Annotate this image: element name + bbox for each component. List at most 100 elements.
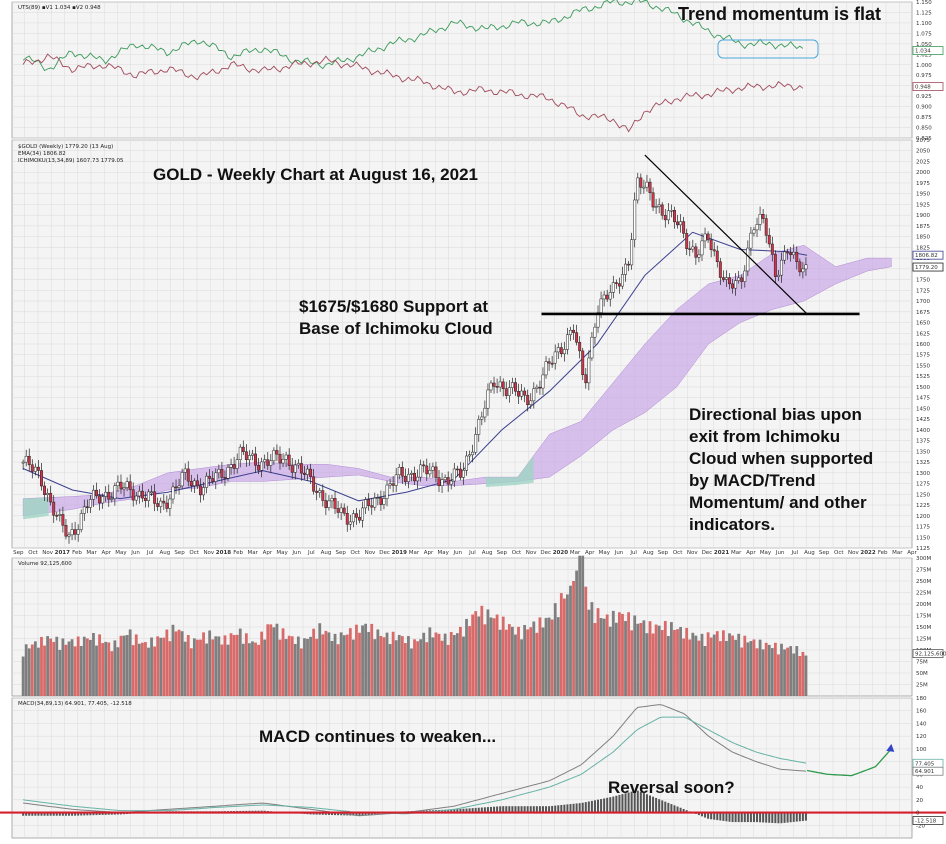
candle-body: [718, 261, 722, 278]
candle-body: [211, 478, 215, 482]
candle-body: [767, 235, 771, 245]
volume-bar: [556, 617, 560, 696]
macd-histogram-bar: [535, 806, 538, 813]
volume-bar: [150, 637, 153, 696]
macd-histogram-bar: [590, 800, 593, 813]
x-tick-label: Feb: [72, 550, 82, 556]
candle-body: [134, 495, 138, 501]
macd-histogram-bar: [716, 812, 719, 821]
volume-bar: [79, 645, 83, 696]
x-tick-label: Oct: [28, 550, 38, 556]
volume-bar: [318, 623, 322, 696]
candle-body: [624, 263, 627, 275]
macd-projection-arrowhead: [886, 743, 895, 752]
candle-body: [403, 475, 407, 482]
candle-body: [682, 221, 686, 234]
volume-bar: [443, 633, 447, 696]
candle-body: [296, 463, 300, 466]
candle-body: [480, 416, 484, 420]
macd-histogram-bar: [581, 802, 584, 813]
volume-bar: [553, 603, 557, 696]
macd-histogram-bar: [557, 805, 560, 813]
candle-body: [501, 381, 505, 389]
candle-body: [351, 513, 355, 523]
macd-histogram-bar: [334, 812, 337, 816]
axis-layer: 0.8250.8500.8750.9000.9250.9500.9751.000…: [13, 0, 946, 829]
volume-bar: [746, 642, 750, 696]
x-tick-label: Jun: [130, 550, 140, 556]
tm-last-red-box: [912, 82, 944, 91]
macd-histogram-bar: [642, 793, 645, 813]
price-tick: 1400: [916, 428, 930, 434]
candle-body: [327, 500, 331, 508]
vol-tick: 150M: [916, 625, 931, 631]
candle-body: [483, 407, 487, 418]
candle-body: [156, 503, 160, 507]
volume-bar: [422, 632, 426, 696]
candle-body: [697, 254, 701, 258]
macd-histogram-bar: [725, 812, 728, 822]
volume-bar: [535, 632, 539, 696]
candle-body: [358, 517, 361, 521]
macd-histogram-bar: [795, 812, 798, 822]
reversal-note: Reversal soon?: [608, 778, 735, 797]
macd-histogram-bar: [327, 812, 330, 815]
x-tick-label: Aug: [321, 550, 332, 556]
price-last-close: 1779.20: [915, 265, 938, 271]
volume-bar: [147, 647, 150, 696]
candle-body: [330, 498, 334, 502]
macd-histogram-bar: [330, 812, 333, 816]
volume-bar: [666, 636, 670, 696]
volume-bar: [804, 655, 808, 696]
x-tick-label: Dec: [379, 550, 390, 556]
volume-bar: [339, 632, 343, 696]
candle-body: [354, 513, 358, 518]
candle-body: [388, 483, 392, 486]
candle-body: [633, 199, 637, 240]
volume-bar: [752, 639, 756, 696]
candle-body: [468, 454, 472, 457]
macd-histogram-bar: [489, 806, 492, 813]
macd-histogram-bar: [789, 812, 792, 823]
macd-histogram-bar: [685, 810, 688, 813]
volume-legend: Volume 92,125,600: [18, 561, 72, 567]
macd-histogram-bar: [514, 806, 517, 813]
candle-body: [541, 374, 545, 389]
price-tick: 1950: [916, 192, 930, 198]
macd-histogram-bar: [627, 792, 630, 813]
volume-bar: [205, 643, 209, 696]
price-tick: 2075: [916, 138, 930, 144]
candle-body: [177, 485, 181, 488]
candle-body: [440, 479, 444, 486]
candle-body: [128, 481, 132, 490]
x-tick-label: Dec: [540, 550, 551, 556]
vol-tick: 50M: [916, 671, 928, 677]
x-tick-label: Feb: [878, 550, 888, 556]
macd-histogram-bar: [104, 812, 107, 815]
bias-note-line6: indicators.: [689, 515, 775, 534]
candle-body: [523, 390, 527, 396]
volume-bar: [351, 639, 355, 696]
x-tick-label: 2020: [553, 550, 568, 556]
candle-body: [40, 470, 43, 487]
macd-histogram-bar: [771, 812, 774, 823]
macd-histogram-bar: [31, 812, 34, 816]
candle-body: [55, 514, 59, 517]
candle-body: [449, 480, 453, 485]
volume-bar: [670, 622, 673, 696]
macd-histogram-bar: [682, 808, 685, 813]
candle-body: [140, 490, 144, 499]
volume-bar: [321, 634, 325, 696]
volume-bar: [61, 638, 65, 696]
candle-body: [244, 451, 248, 460]
volume-bar: [437, 633, 441, 696]
macd-histogram-bar: [520, 806, 523, 813]
volume-bar: [379, 635, 383, 696]
volume-bar: [76, 636, 80, 696]
bias-note-line1: Directional bias upon: [689, 405, 862, 424]
volume-bar: [183, 641, 187, 696]
macd-histogram-bar: [496, 806, 499, 813]
candle-body: [410, 473, 413, 475]
volume-bar: [434, 632, 438, 696]
macd-histogram-bar: [321, 812, 324, 815]
